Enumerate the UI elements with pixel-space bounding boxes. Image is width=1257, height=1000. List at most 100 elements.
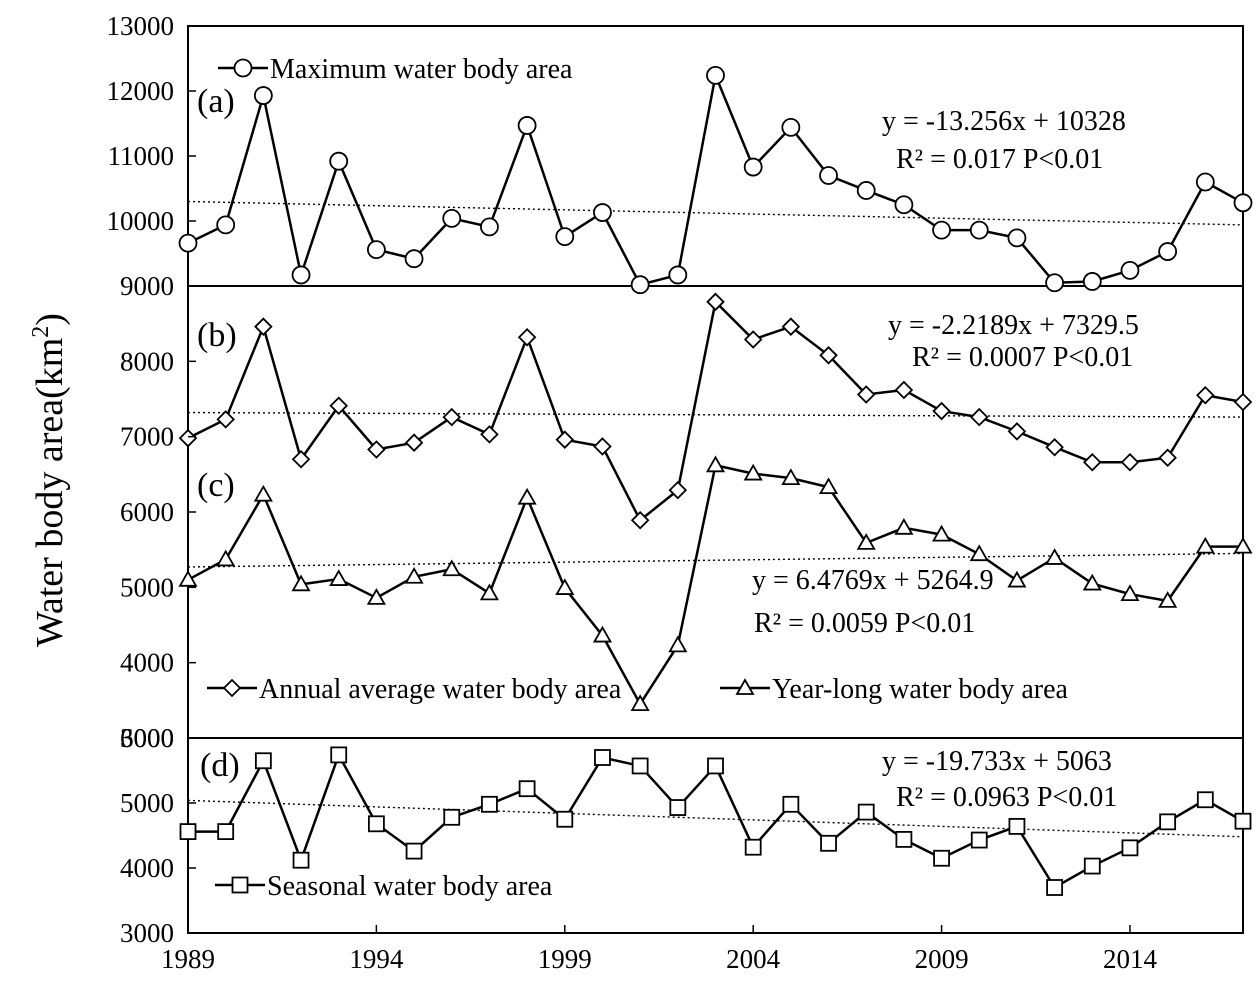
- data-point: [894, 195, 914, 215]
- data-point: [217, 823, 235, 840]
- data-point: [781, 317, 801, 336]
- data-point: [1158, 448, 1177, 468]
- data-point: [1007, 228, 1027, 248]
- data-point: [1083, 857, 1101, 875]
- data-point: [1196, 791, 1214, 809]
- data-point: [1045, 437, 1064, 457]
- data-point: [782, 795, 800, 813]
- data-point: [556, 810, 574, 828]
- trend-line: [187, 799, 1244, 838]
- x-tick-label: 2014: [1103, 944, 1158, 974]
- data-point: [743, 463, 763, 481]
- data-point: [781, 118, 801, 137]
- data-point: [1045, 548, 1065, 565]
- data-point: [819, 166, 838, 185]
- data-point: [291, 574, 311, 592]
- data-point: [178, 428, 198, 448]
- plot-frame: [187, 25, 1244, 934]
- panel-label: (b): [197, 317, 237, 354]
- data-point: [1195, 536, 1215, 554]
- data-point: [443, 808, 461, 826]
- data-point: [442, 559, 462, 577]
- data-point: [630, 694, 650, 711]
- data-point: [1083, 453, 1102, 472]
- data-point: [442, 407, 462, 427]
- data-point: [517, 116, 537, 135]
- data-point: [555, 578, 575, 595]
- legend-marker: [233, 58, 253, 78]
- data-point: [367, 815, 385, 833]
- data-point: [479, 583, 499, 601]
- trend-r-squared: R² = 0.0059 P<0.01: [754, 608, 975, 639]
- trend-equation: y = 6.4769x + 5264.9: [752, 565, 994, 596]
- axis-ticks: [187, 25, 1131, 934]
- data-point: [668, 265, 688, 285]
- y-tick-label: 13000: [107, 11, 175, 41]
- y-tick-label: 6000: [120, 497, 174, 527]
- y-tick-label: 3000: [120, 723, 174, 753]
- data-point: [179, 823, 197, 840]
- data-point: [253, 484, 273, 502]
- chart-text: 9000 10000 11000 12000 13000 3000 4000 5000 6000…: [107, 11, 1158, 974]
- trend-line: [187, 411, 1244, 418]
- data-point: [254, 317, 273, 336]
- y-tick-label: 4000: [120, 853, 174, 883]
- data-point: [216, 549, 236, 567]
- trend-r-squared: R² = 0.017 P<0.01: [896, 144, 1103, 175]
- legends: Maximum water body area Annual average wa…: [207, 54, 1069, 902]
- data-point: [216, 215, 236, 235]
- data-point: [592, 625, 613, 643]
- legend-marker: [222, 678, 242, 698]
- data-point: [1007, 570, 1027, 588]
- data-point: [593, 437, 612, 456]
- data-point: [1007, 422, 1027, 441]
- data-point: [366, 588, 386, 605]
- data-point: [895, 831, 913, 848]
- y-tick-label: 3000: [120, 918, 174, 948]
- legend-label: Annual average water body area: [259, 674, 622, 705]
- y-tick-label: 7000: [120, 422, 174, 452]
- x-tick-label: 2004: [726, 944, 781, 974]
- data-point: [1233, 536, 1253, 554]
- y-tick-label: 5000: [120, 788, 174, 818]
- data-point: [706, 66, 725, 85]
- data-point: [857, 803, 875, 821]
- data-point: [932, 524, 952, 542]
- x-tick-label: 1999: [538, 944, 592, 974]
- data-point: [178, 569, 198, 587]
- data-point: [1046, 879, 1064, 896]
- data-point: [1233, 193, 1253, 213]
- y-tick-label: 5000: [120, 572, 174, 602]
- data-point: [480, 425, 499, 444]
- data-point: [480, 217, 499, 237]
- data-point: [856, 385, 876, 404]
- legend-marker: [735, 678, 755, 695]
- data-point: [593, 203, 612, 222]
- data-point: [668, 480, 688, 500]
- data-point: [366, 240, 386, 260]
- data-point: [1008, 818, 1026, 835]
- data-point: [216, 410, 235, 429]
- data-point: [404, 433, 424, 452]
- data-point: [969, 220, 989, 240]
- data-point: [1159, 813, 1177, 831]
- data-point: [630, 275, 650, 295]
- data-point: [555, 227, 575, 247]
- y-tick-label: 6000: [120, 723, 174, 753]
- data-point: [743, 330, 763, 349]
- trend-r-squared: R² = 0.0007 P<0.01: [912, 342, 1133, 373]
- data-point: [820, 834, 837, 852]
- data-point: [856, 181, 876, 200]
- data-point: [1082, 272, 1102, 291]
- y-axis-label: Water body area(km2): [28, 313, 71, 647]
- data-point: [330, 746, 348, 764]
- data-point: [1120, 260, 1140, 280]
- y-tick-label: 8000: [120, 346, 174, 376]
- data-point: [517, 487, 537, 505]
- panel-label: (a): [197, 83, 235, 120]
- data-point: [1195, 172, 1215, 192]
- y-tick-label: 11000: [108, 141, 175, 171]
- legend-marker: [231, 876, 249, 894]
- data-point: [1120, 453, 1140, 472]
